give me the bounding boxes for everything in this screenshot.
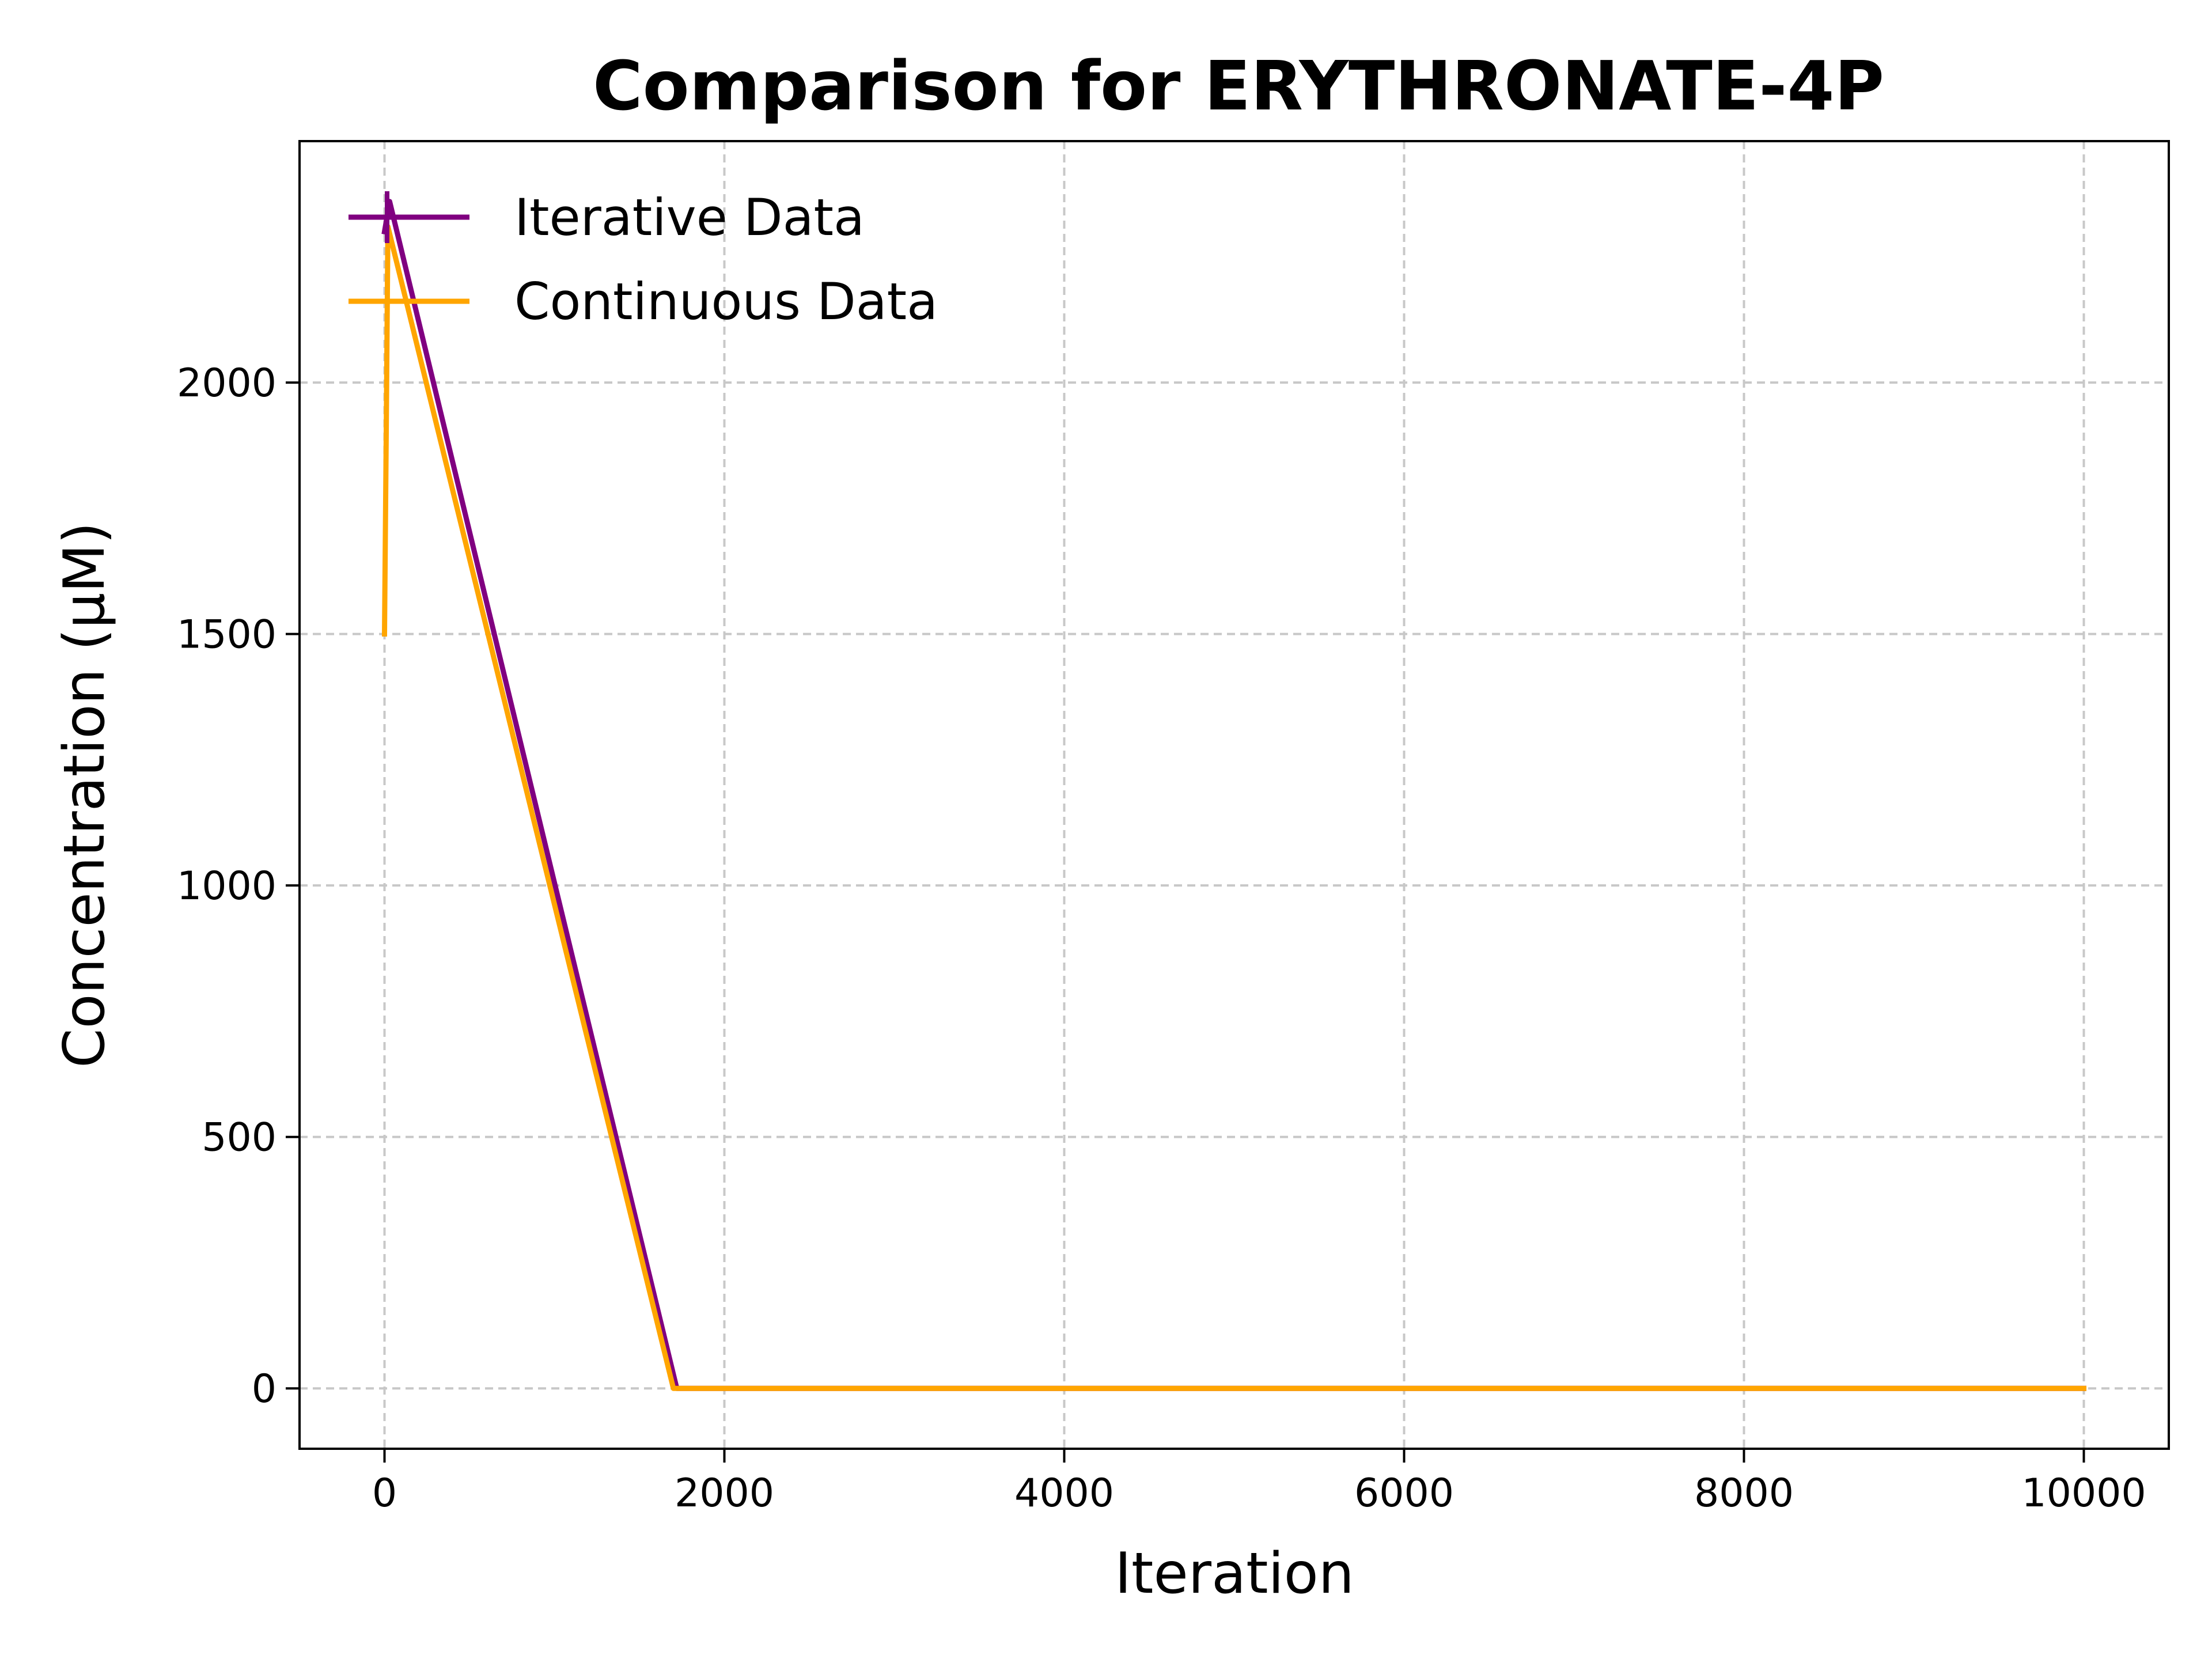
x-tick-label: 0 — [372, 1471, 397, 1516]
chart-title: Comparison for ERYTHRONATE-4P — [593, 46, 1884, 126]
legend: Iterative Data Continuous Data — [349, 188, 938, 331]
plot-area-frame — [298, 140, 2170, 1450]
legend-label-continuous: Continuous Data — [514, 272, 938, 331]
tick-layer: 0 2000 4000 6000 8000 10000 0 500 1000 1500 2000 — [177, 361, 2146, 1516]
y-tick-label: 0 — [252, 1366, 276, 1412]
x-tick-label: 6000 — [1354, 1471, 1454, 1516]
x-tick-label: 10000 — [2021, 1471, 2146, 1516]
y-tick-label: 500 — [202, 1115, 276, 1161]
legend-label-iterative: Iterative Data — [514, 188, 865, 247]
x-tick-label: 8000 — [1694, 1471, 1794, 1516]
grid-layer — [300, 141, 2169, 1449]
x-tick-label: 4000 — [1014, 1471, 1114, 1516]
y-tick-label: 2000 — [177, 361, 276, 406]
x-axis-label: Iteration — [1115, 1541, 1354, 1607]
y-tick-label: 1000 — [177, 863, 276, 909]
y-tick-label: 1500 — [177, 612, 276, 658]
x-tick-label: 2000 — [675, 1471, 774, 1516]
y-axis-label: Concentration (μM) — [52, 522, 118, 1068]
